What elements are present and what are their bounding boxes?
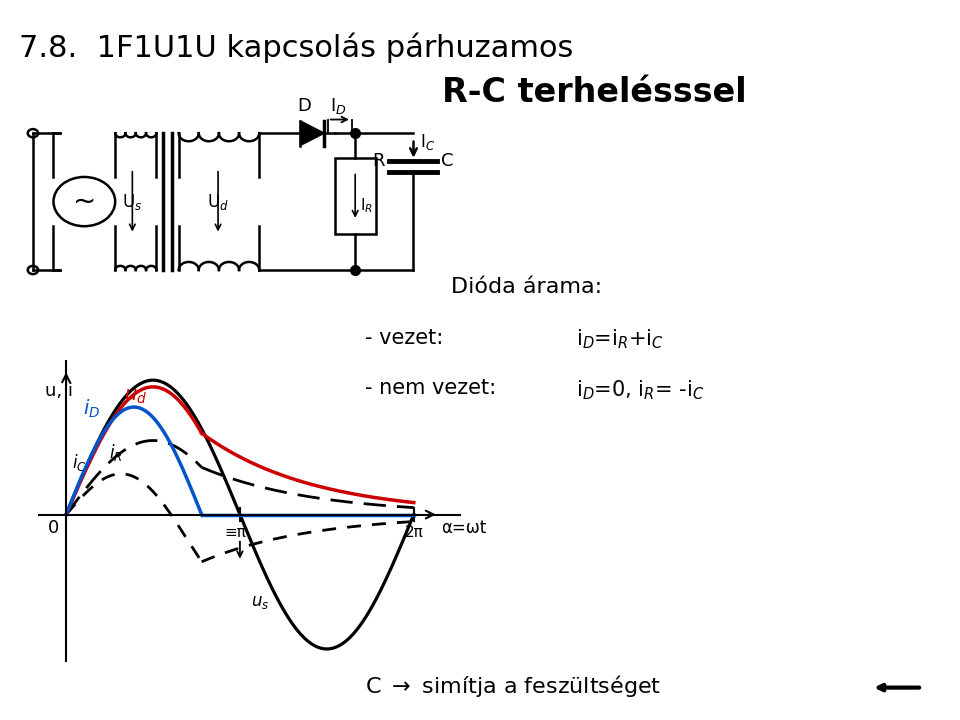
Text: I$_C$: I$_C$ [420, 132, 436, 152]
Text: D: D [297, 97, 311, 115]
Text: I$_D$: I$_D$ [329, 96, 347, 117]
Text: α=ωt: α=ωt [442, 519, 487, 537]
Text: R: R [372, 152, 385, 170]
Bar [335, 158, 375, 235]
Polygon shape [300, 121, 324, 145]
Text: Dióda árama:: Dióda árama: [451, 277, 602, 297]
Text: ~: ~ [73, 188, 96, 215]
Text: U$_s$: U$_s$ [122, 192, 142, 212]
Text: 7.8.  1F1U1U kapcsolás párhuzamos: 7.8. 1F1U1U kapcsolás párhuzamos [19, 32, 573, 63]
Text: - nem vezet:: - nem vezet: [365, 378, 496, 398]
Text: i$_D$=i$_R$+i$_C$: i$_D$=i$_R$+i$_C$ [576, 328, 663, 351]
Text: R-C terhelésssel: R-C terhelésssel [442, 76, 746, 109]
Text: - vezet:: - vezet: [365, 328, 444, 348]
Text: $i_C$: $i_C$ [72, 451, 86, 472]
Text: 0: 0 [48, 519, 60, 537]
Text: $i_D$: $i_D$ [83, 398, 100, 420]
Text: U$_d$: U$_d$ [207, 192, 228, 212]
Text: $u_s$: $u_s$ [251, 593, 270, 611]
Text: u, i: u, i [45, 382, 73, 400]
Text: 2π: 2π [404, 526, 423, 541]
Text: $i_R$: $i_R$ [109, 442, 123, 463]
Text: i$_D$=0, i$_R$= -i$_C$: i$_D$=0, i$_R$= -i$_C$ [576, 378, 705, 402]
Text: $u_d$: $u_d$ [124, 387, 147, 405]
Text: C: C [441, 152, 453, 170]
Text: C $\rightarrow$ simítja a feszültséget: C $\rightarrow$ simítja a feszültséget [365, 673, 660, 699]
Text: I$_R$: I$_R$ [360, 196, 373, 215]
Text: ≡π: ≡π [225, 526, 247, 541]
